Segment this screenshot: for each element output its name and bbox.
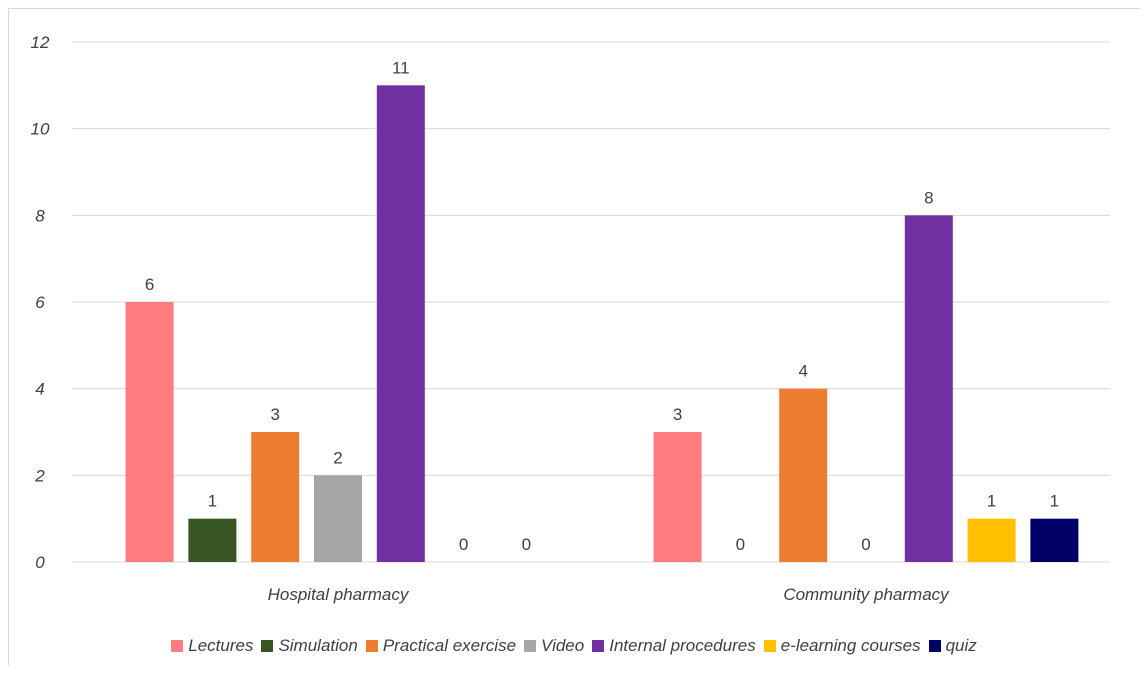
legend: Lectures Simulation Practical exercise Vide…: [0, 636, 1148, 656]
data-label: 8: [924, 188, 933, 207]
legend-label: Internal procedures: [609, 636, 756, 655]
y-tick-label: 2: [34, 466, 45, 485]
bars: [125, 85, 1079, 563]
x-category-label: Hospital pharmacy: [268, 585, 410, 604]
legend-swatch: [763, 640, 776, 652]
data-label: 2: [333, 448, 342, 467]
data-label: 0: [736, 535, 745, 554]
legend-item: Practical exercise: [365, 636, 517, 656]
x-axis-category-labels: Hospital pharmacy Community pharmacy: [268, 585, 951, 604]
data-label: 3: [673, 405, 682, 424]
data-label: 1: [987, 492, 996, 511]
bar-practical-exercise: [779, 388, 828, 562]
bar-quiz: [1030, 518, 1079, 562]
data-label: 11: [392, 58, 410, 77]
legend-label: Practical exercise: [382, 636, 517, 655]
legend-swatch: [524, 640, 537, 652]
legend-label: Video: [541, 636, 585, 655]
bar-internal-procedures: [376, 85, 425, 562]
data-label: 3: [270, 405, 279, 424]
y-tick-label: 4: [35, 380, 44, 399]
bar-e-learning-courses: [967, 518, 1016, 562]
legend-label: e-learning courses: [780, 636, 921, 655]
y-axis-tick-labels: 0 2 4 6 8 10 12: [31, 33, 50, 572]
bar-practical-exercise: [251, 432, 300, 562]
legend-swatch: [261, 640, 274, 652]
legend-item: e-learning courses: [763, 636, 921, 656]
legend-item: quiz: [928, 636, 977, 656]
legend-swatch: [365, 640, 378, 652]
legend-label: quiz: [945, 636, 977, 655]
data-label: 4: [798, 362, 807, 381]
data-label: 1: [208, 492, 217, 511]
data-label: 0: [522, 535, 531, 554]
data-label: 1: [1050, 492, 1059, 511]
y-tick-label: 8: [35, 206, 45, 225]
grid-lines: [72, 41, 1110, 563]
data-label: 6: [145, 275, 154, 294]
x-category-label: Community pharmacy: [783, 585, 950, 604]
legend-label: Simulation: [278, 636, 358, 655]
y-tick-label: 10: [31, 120, 50, 139]
legend-item: Lectures: [171, 636, 253, 656]
legend-swatch: [171, 640, 184, 652]
data-label: 0: [861, 535, 870, 554]
bar-internal-procedures: [904, 215, 953, 563]
bar-simulation: [188, 518, 237, 562]
legend-item: Video: [524, 636, 584, 656]
legend-label: Lectures: [188, 636, 254, 655]
bar-lectures: [653, 432, 702, 562]
bar-lectures: [125, 302, 174, 562]
chart-frame: [8, 8, 1140, 666]
legend-item: Simulation: [261, 636, 358, 656]
y-tick-label: 6: [35, 293, 45, 312]
legend-swatch: [928, 640, 941, 652]
y-tick-label: 12: [31, 33, 50, 52]
data-label: 0: [459, 535, 468, 554]
y-tick-label: 0: [35, 553, 45, 572]
bar-video: [314, 475, 362, 562]
legend-item: Internal procedures: [592, 636, 756, 656]
legend-swatch: [592, 640, 605, 652]
